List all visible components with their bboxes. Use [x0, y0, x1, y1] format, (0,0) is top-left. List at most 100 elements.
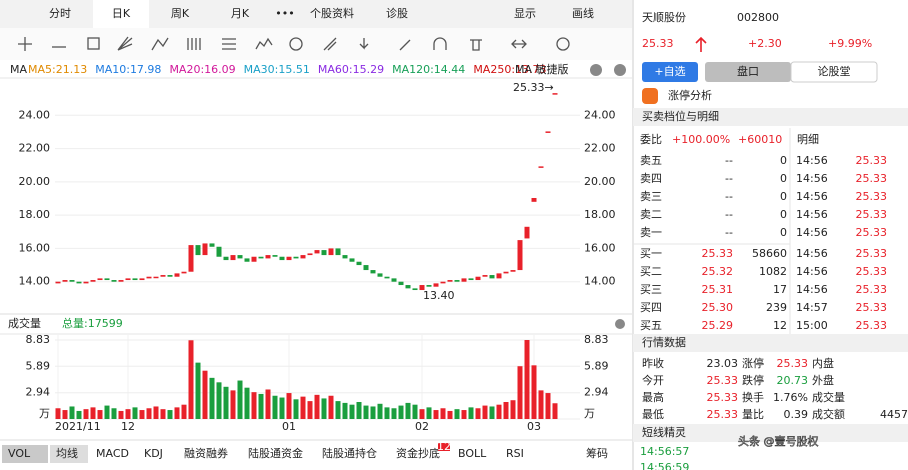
- button[interactable]: 论股堂: [818, 64, 851, 78]
- button[interactable]: +自选: [654, 65, 685, 78]
- icon-down[interactable]: [359, 38, 369, 50]
- badge: 12: [437, 440, 451, 453]
- icon-settings[interactable]: [556, 37, 570, 51]
- volume-bar: [118, 410, 124, 419]
- volume-bar: [545, 393, 551, 419]
- up-arrow: [695, 36, 707, 52]
- candle-body: [286, 256, 292, 261]
- bottom-tab[interactable]: 陆股通资金: [248, 446, 303, 460]
- tab[interactable]: 周K: [171, 7, 190, 20]
- y-tick-label: 14.00: [19, 275, 51, 288]
- section-bg: [633, 108, 908, 126]
- section-title: 买卖档位与明细: [642, 109, 719, 123]
- volume-bar: [356, 402, 362, 419]
- icon-trash[interactable]: [470, 39, 482, 51]
- order-price: 25.29: [702, 319, 734, 332]
- candle-body: [405, 285, 411, 289]
- candle-body: [503, 271, 509, 274]
- icon-fan[interactable]: [117, 36, 133, 51]
- candle-body: [160, 275, 166, 277]
- volume-bar: [272, 395, 278, 419]
- bottom-tab[interactable]: BOLL: [458, 447, 487, 460]
- volume-bar: [223, 386, 229, 419]
- order-volume: 0: [780, 172, 787, 185]
- order-volume: 17: [773, 283, 787, 296]
- y-tick-label: 万: [39, 407, 50, 420]
- detail-price: 25.33: [856, 301, 888, 314]
- y-tick-label-right: 24.00: [584, 108, 616, 121]
- tab[interactable]: 月K: [231, 7, 250, 20]
- limit-analysis[interactable]: 涨停分析: [668, 88, 712, 102]
- y-tick-label: 16.00: [19, 241, 51, 254]
- candle-body: [356, 261, 362, 266]
- ma-label: MA: [10, 63, 27, 76]
- ma-item: MA30:15.51: [244, 63, 310, 76]
- icon-zig[interactable]: [255, 37, 273, 50]
- volume-total: 总量:17599: [62, 316, 123, 330]
- volume-bar: [83, 409, 89, 419]
- icon-pitch[interactable]: [323, 37, 337, 51]
- tab[interactable]: 显示: [514, 7, 536, 20]
- candle-body: [377, 273, 383, 277]
- detail-price: 25.33: [856, 208, 888, 221]
- volume-bar: [447, 410, 453, 419]
- button[interactable]: 盘口: [737, 64, 759, 78]
- bottom-tab[interactable]: MACD: [96, 447, 129, 460]
- icon-magnet[interactable]: [433, 37, 447, 50]
- icon-cycle[interactable]: [289, 37, 303, 51]
- stat-value: 1.76%: [773, 391, 808, 404]
- stat-label: 今开: [642, 373, 664, 387]
- x-tick-label: 02: [415, 420, 429, 433]
- volume-bar: [251, 392, 257, 419]
- candle-body: [293, 256, 299, 259]
- volume-bar: [153, 406, 159, 419]
- bottom-tab[interactable]: 筹码: [586, 446, 608, 460]
- volume-bar: [475, 408, 481, 419]
- icon-cross[interactable]: [18, 37, 32, 51]
- volume-bar: [433, 410, 439, 419]
- tab[interactable]: 日K: [112, 7, 131, 20]
- stat-label: 量比: [742, 408, 764, 421]
- short-time: 14:56:59: [640, 461, 689, 470]
- detail-price: 25.33: [856, 172, 888, 185]
- tab[interactable]: 诊股: [386, 6, 408, 20]
- order-price: --: [725, 154, 733, 167]
- order-price: --: [725, 208, 733, 221]
- detail-price: 25.33: [856, 247, 888, 260]
- icon-wave[interactable]: [151, 37, 169, 51]
- volume-bar: [202, 370, 208, 419]
- bottom-tab[interactable]: RSI: [506, 447, 524, 460]
- icon-levels[interactable]: [222, 38, 236, 50]
- volume-bar: [496, 404, 502, 419]
- candle-body: [90, 280, 96, 282]
- candle-body: [552, 93, 558, 95]
- btn-bg: [642, 62, 698, 82]
- volume-bar: [307, 401, 313, 419]
- tab[interactable]: 分时: [49, 7, 71, 20]
- x-tick-label: 12: [121, 420, 135, 433]
- bottom-tab[interactable]: KDJ: [144, 447, 163, 460]
- toolbar-icons[interactable]: [18, 36, 570, 51]
- add-button[interactable]: [590, 64, 602, 76]
- icon-grid[interactable]: [187, 38, 201, 50]
- tab[interactable]: •••: [275, 7, 294, 20]
- icon-rect[interactable]: [87, 37, 100, 50]
- icon-pen[interactable]: [399, 39, 411, 51]
- bottom-tab[interactable]: 融资融券: [184, 446, 228, 460]
- bottom-tab[interactable]: 均线: [56, 446, 78, 460]
- candle-body: [125, 278, 131, 281]
- bottom-tab[interactable]: 资金抄底: [396, 446, 440, 460]
- tab[interactable]: 画线: [572, 6, 594, 20]
- detail-time: 14:56: [796, 247, 828, 260]
- detail-time: 14:56: [796, 190, 828, 203]
- tab[interactable]: 个股资料: [310, 6, 354, 20]
- bottom-tab[interactable]: VOL: [8, 447, 31, 460]
- settings-button[interactable]: [614, 64, 626, 76]
- order-side: 卖二: [640, 208, 662, 221]
- stat-label: 最高: [642, 390, 664, 404]
- bottom-tab[interactable]: 陆股通持仓: [322, 446, 377, 460]
- y-tick-label: 22.00: [19, 142, 51, 155]
- settings-button[interactable]: [615, 319, 625, 329]
- icon-arrows[interactable]: [511, 39, 527, 49]
